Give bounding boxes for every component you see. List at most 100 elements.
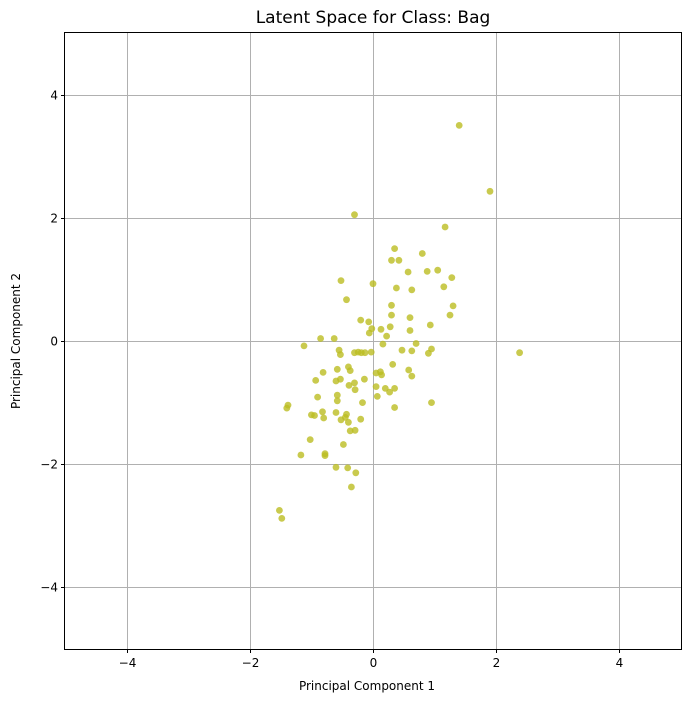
data-point (345, 418, 352, 426)
chart-title: Latent Space for Class: Bag (256, 8, 491, 28)
data-point (332, 409, 340, 416)
data-point (377, 325, 385, 333)
data-point (357, 316, 365, 324)
data-point (388, 256, 395, 264)
data-point (393, 284, 400, 292)
data-point (330, 335, 338, 342)
data-point (343, 296, 350, 304)
x-tick-label: 0 (370, 656, 378, 670)
data-point (405, 366, 413, 374)
data-point (312, 377, 320, 384)
y-tick-label: 0 (50, 335, 58, 349)
data-point (308, 411, 315, 419)
data-point (367, 348, 375, 356)
y-tick-label: −4 (40, 581, 58, 595)
data-point (391, 385, 398, 392)
data-point (408, 286, 416, 294)
grid (65, 33, 681, 649)
data-point (448, 274, 456, 281)
data-point (383, 332, 390, 340)
data-point (297, 451, 305, 459)
x-tick-label: −2 (242, 656, 260, 670)
data-point (365, 329, 373, 337)
data-point (306, 436, 314, 443)
data-point (332, 377, 340, 385)
data-point (391, 404, 398, 411)
data-point (373, 393, 381, 400)
data-point (340, 441, 347, 448)
data-point (333, 397, 341, 405)
data-point (351, 386, 359, 394)
data-point (372, 383, 380, 390)
data-points (276, 122, 523, 522)
data-point (388, 311, 395, 319)
data-point (412, 340, 420, 347)
data-point (446, 311, 454, 319)
data-point (357, 415, 365, 423)
data-point (386, 388, 393, 396)
data-point (369, 280, 377, 288)
data-point (337, 277, 345, 284)
data-point (317, 335, 324, 342)
data-point (333, 391, 341, 399)
data-point (418, 250, 426, 257)
data-point (344, 464, 352, 472)
data-point (408, 347, 416, 355)
x-tick-label: 2 (493, 656, 501, 670)
data-point (314, 393, 321, 401)
data-point (388, 301, 395, 309)
data-point (361, 375, 368, 383)
data-point (408, 372, 416, 380)
data-point (352, 469, 360, 477)
data-point (337, 416, 345, 424)
data-point (351, 426, 359, 434)
data-point (361, 349, 369, 357)
data-point (332, 463, 340, 471)
y-tick-label: 4 (50, 89, 58, 103)
data-point (365, 318, 373, 326)
data-point (337, 351, 344, 358)
data-point (379, 340, 387, 348)
data-point (486, 187, 494, 195)
x-tick-label: 4 (616, 656, 624, 670)
data-point (333, 365, 341, 373)
x-tick-label: −4 (119, 656, 137, 670)
data-point (425, 349, 432, 357)
data-point (434, 266, 442, 274)
axis-ticks: −4 −2 0 2 4 −4 −2 0 2 4 (40, 89, 623, 671)
data-point (351, 379, 358, 387)
data-point (283, 404, 291, 412)
data-point (276, 507, 283, 514)
data-point (319, 408, 326, 416)
data-point (406, 327, 414, 334)
data-point (391, 245, 398, 253)
data-point (359, 399, 366, 406)
data-point (319, 369, 327, 376)
data-point (351, 349, 358, 357)
data-point (389, 361, 397, 368)
data-point (278, 515, 286, 522)
data-point (351, 211, 358, 219)
data-point (441, 223, 449, 231)
data-point (406, 314, 414, 321)
y-tick-label: 2 (50, 212, 58, 226)
data-point (428, 399, 435, 406)
data-point (404, 268, 412, 276)
y-tick-label: −2 (40, 458, 58, 472)
data-point (426, 321, 434, 329)
x-axis-label: Principal Component 1 (299, 679, 435, 693)
data-point (300, 342, 308, 350)
data-point (386, 323, 394, 331)
data-point (320, 414, 328, 422)
data-point (346, 367, 354, 374)
data-point (449, 302, 457, 310)
y-axis-label: Principal Component 2 (9, 273, 23, 409)
data-point (378, 371, 385, 379)
data-point (455, 122, 463, 129)
data-point (423, 268, 431, 275)
data-point (348, 483, 355, 491)
data-point (440, 283, 448, 291)
data-point (345, 382, 353, 389)
data-point (321, 452, 329, 459)
